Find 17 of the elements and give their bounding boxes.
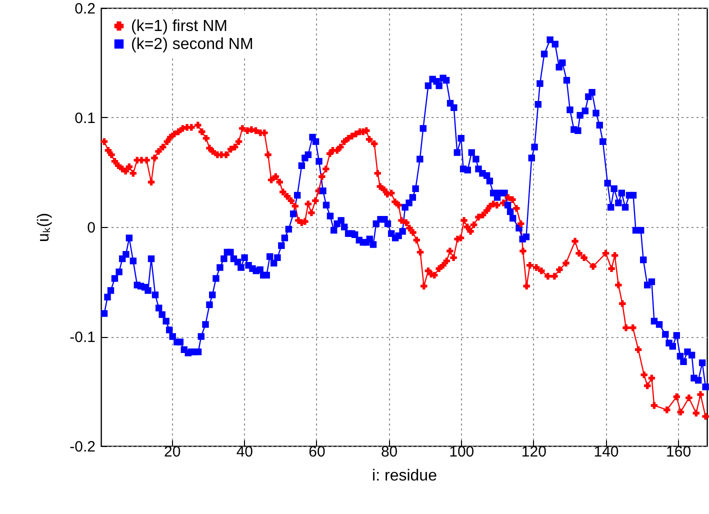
x-tick-label: 40: [236, 444, 254, 460]
x-tick-label: 120: [521, 444, 546, 460]
y-tick-label: 0.2: [74, 0, 96, 18]
legend-label: (k=1) first NM: [131, 18, 228, 35]
y-tick-label: 0: [87, 220, 96, 236]
legend-label: (k=2) second NM: [131, 36, 254, 53]
x-tick-label: 160: [666, 444, 692, 460]
y-tick-label: -0.2: [70, 438, 96, 456]
x-tick-label: 20: [164, 444, 181, 460]
x-tick-label: 140: [594, 444, 619, 460]
y-tick-label: -0.1: [70, 329, 96, 346]
y-axis-title: uₖ(i): [36, 212, 53, 242]
x-axis-title: i: residue: [372, 468, 438, 484]
x-tick-label: 80: [380, 444, 398, 460]
y-tick-label: 0.1: [74, 110, 96, 127]
x-tick-label: 100: [449, 444, 474, 460]
x-tick-label: 60: [308, 444, 326, 460]
